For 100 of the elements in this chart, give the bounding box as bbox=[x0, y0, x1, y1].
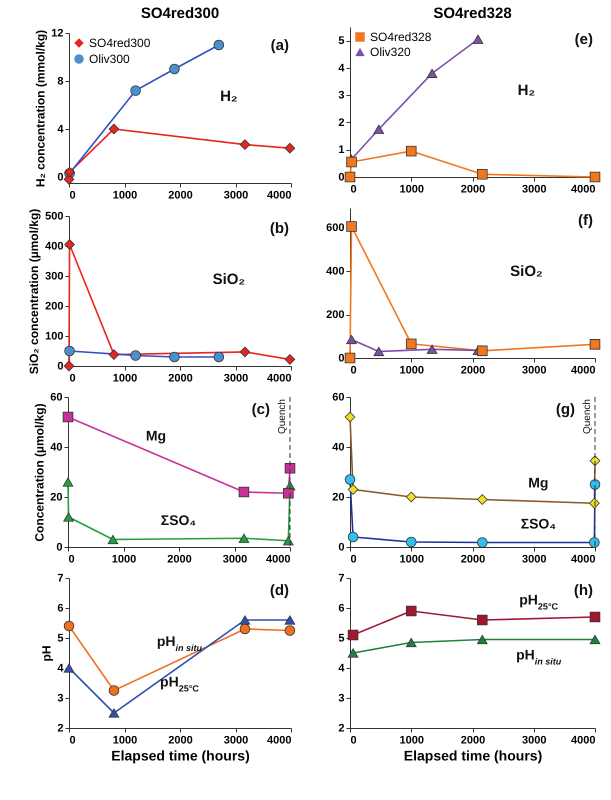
point bbox=[477, 346, 488, 356]
point bbox=[240, 615, 250, 625]
y-tick-label: 40 bbox=[50, 442, 62, 454]
point bbox=[426, 68, 438, 78]
series-label: pH$_{in situ}$ bbox=[156, 632, 203, 653]
point bbox=[284, 625, 296, 636]
point bbox=[130, 350, 141, 361]
point bbox=[590, 172, 600, 182]
y-tick-label: 500 bbox=[45, 210, 64, 222]
point bbox=[344, 172, 356, 182]
legend-label: Oliv320 bbox=[370, 45, 412, 59]
y-tick-label: 5 bbox=[338, 35, 344, 48]
point bbox=[214, 40, 224, 50]
point bbox=[64, 346, 75, 356]
point bbox=[477, 494, 488, 505]
point bbox=[590, 612, 600, 622]
point bbox=[374, 124, 384, 134]
point bbox=[240, 346, 250, 358]
annotation: (h) bbox=[574, 582, 593, 599]
y-tick-label: 7 bbox=[338, 572, 344, 584]
point bbox=[62, 412, 74, 422]
series-label: ΣSO₄ bbox=[160, 512, 196, 528]
y-tick-label: 8 bbox=[57, 76, 64, 88]
x-tick-label: 3000 bbox=[522, 364, 546, 376]
y-tick-label: 3 bbox=[338, 692, 344, 704]
point bbox=[64, 620, 74, 632]
x-tick-label: 0 bbox=[350, 184, 357, 196]
y-tick-label: 4 bbox=[57, 662, 64, 674]
point bbox=[284, 462, 296, 474]
series-label: Mg bbox=[146, 428, 166, 444]
y-axis-title: pH bbox=[39, 646, 54, 662]
annotation: (g) bbox=[556, 401, 575, 418]
x-tick-label: 1000 bbox=[400, 364, 424, 376]
x-tick-label: 2000 bbox=[168, 372, 193, 384]
y-tick-label: 0 bbox=[338, 542, 344, 554]
x-tick-label: 2000 bbox=[168, 190, 193, 202]
point bbox=[64, 663, 74, 673]
point bbox=[348, 484, 358, 495]
point bbox=[590, 634, 600, 644]
x-tick-label: 2000 bbox=[167, 554, 192, 566]
point bbox=[346, 156, 357, 168]
ref-line-label: Quench bbox=[277, 399, 288, 434]
x-tick-label: 2000 bbox=[168, 734, 193, 746]
legend-label: SO4red300 bbox=[89, 36, 151, 50]
annotation: SiO₂ bbox=[510, 263, 543, 280]
point bbox=[62, 477, 74, 487]
y-tick-label: 60 bbox=[50, 392, 62, 404]
point bbox=[64, 360, 74, 372]
x-tick-label: 1000 bbox=[112, 372, 138, 384]
y-tick-label: 6 bbox=[338, 602, 344, 614]
annotation: H₂ bbox=[220, 88, 238, 105]
point bbox=[348, 648, 358, 658]
chart-title: SO4red300 bbox=[140, 5, 220, 22]
legend-label: Oliv300 bbox=[89, 52, 130, 66]
x-tick-label: 1000 bbox=[112, 554, 136, 566]
y-axis-title: H₂ concentration (mmol/kg) bbox=[33, 30, 48, 188]
point bbox=[130, 85, 141, 96]
point bbox=[344, 412, 356, 422]
x-tick-label: 0 bbox=[70, 190, 76, 202]
x-tick-label: 0 bbox=[70, 734, 76, 746]
x-tick-label: 3000 bbox=[224, 190, 248, 202]
series-label: Mg bbox=[528, 474, 548, 490]
y-tick-label: 6 bbox=[57, 602, 64, 614]
point bbox=[64, 239, 75, 250]
y-tick-label: 2 bbox=[338, 722, 344, 734]
annotation: (c) bbox=[252, 401, 270, 418]
point bbox=[240, 624, 250, 634]
y-tick-label: 2 bbox=[57, 722, 64, 734]
point bbox=[169, 64, 180, 74]
point bbox=[108, 708, 120, 718]
x-tick-label: 1000 bbox=[400, 184, 424, 196]
x-tick-label: 1000 bbox=[112, 190, 138, 202]
y-tick-label: 0 bbox=[57, 172, 64, 184]
x-tick-label: 4000 bbox=[267, 372, 292, 384]
x-tick-label: 0 bbox=[350, 554, 357, 566]
x-tick-label: 4000 bbox=[571, 554, 596, 566]
point bbox=[108, 124, 120, 134]
point bbox=[63, 512, 74, 522]
annotation: H₂ bbox=[518, 82, 536, 99]
y-tick-label: 60 bbox=[332, 392, 344, 404]
point bbox=[284, 615, 296, 625]
point bbox=[284, 354, 296, 365]
y-tick-label: 0 bbox=[338, 352, 344, 364]
annotation: (e) bbox=[574, 31, 593, 48]
y-tick-label: 0 bbox=[338, 172, 344, 184]
y-tick-label: 12 bbox=[51, 28, 64, 40]
annotation: (a) bbox=[270, 37, 289, 54]
series-label: ΣSO₄ bbox=[520, 516, 556, 532]
point bbox=[406, 606, 417, 616]
point bbox=[374, 346, 384, 356]
point bbox=[108, 685, 120, 696]
x-tick-label: 2000 bbox=[460, 734, 486, 746]
y-tick-label: 300 bbox=[45, 270, 64, 282]
point bbox=[406, 338, 417, 350]
x-tick-label: 2000 bbox=[460, 554, 486, 566]
point bbox=[238, 486, 250, 498]
y-tick-label: 0 bbox=[56, 542, 62, 554]
point bbox=[477, 634, 488, 644]
x-tick-label: 4000 bbox=[267, 734, 292, 746]
series-label: pH$_{in situ}$ bbox=[516, 646, 562, 666]
